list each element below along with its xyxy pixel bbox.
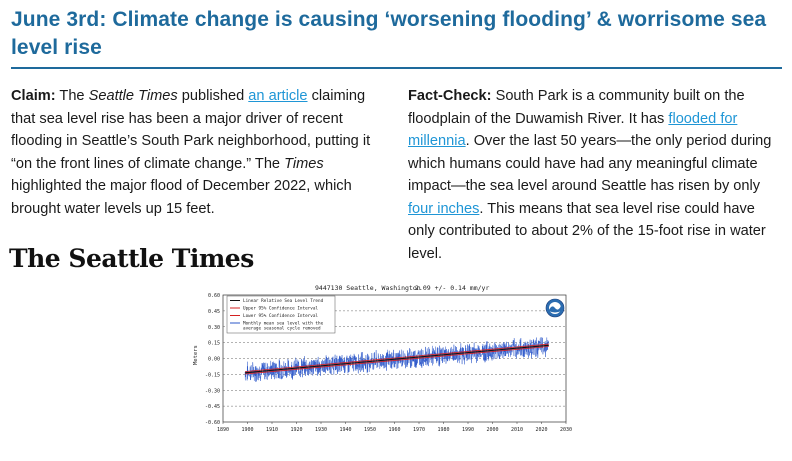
claim-text-4: highlighted the major flood of December … [11, 178, 352, 217]
x-tick-label: 1980 [437, 427, 449, 433]
monthly-mean-line [244, 337, 550, 382]
y-tick-label: -0.15 [205, 372, 220, 378]
chart-legend: Linear Relative Sea Level Trend Upper 95%… [226, 295, 336, 334]
seattle-times-logo: The Seattle Times [9, 244, 254, 273]
trend-line [245, 344, 549, 374]
y-tick-label: 0.45 [208, 309, 220, 315]
legend-upper-ci-label: Upper 95% Confidence Interval [243, 306, 318, 312]
x-tick-label: 2030 [560, 427, 572, 433]
x-tick-label: 1950 [364, 427, 376, 433]
x-tick-label: 1920 [290, 427, 302, 433]
x-tick-label: 1940 [339, 427, 351, 433]
legend-trend-label: Linear Relative Sea Level Trend [243, 298, 324, 304]
factcheck-label: Fact-Check: [408, 88, 492, 104]
title-divider [11, 67, 782, 69]
chart-y-label: Meters [193, 345, 199, 365]
legend-lower-ci-label: Lower 95% Confidence Interval [243, 313, 318, 319]
factcheck-text-3: . This means that sea level rise could h… [408, 200, 766, 262]
x-tick-label: 1930 [315, 427, 327, 433]
factcheck-text-1: South Park is a community built on the f… [408, 88, 745, 127]
x-tick-label: 1900 [241, 427, 253, 433]
legend-monthly-mean-label: average seasonal cycle removed [243, 326, 321, 332]
four-inches-link[interactable]: four inches [408, 200, 480, 217]
noaa-logo [545, 298, 565, 318]
x-tick-label: 1960 [388, 427, 400, 433]
x-tick-label: 2000 [486, 427, 498, 433]
x-tick-label: 1910 [266, 427, 278, 433]
claim-text-2: published [177, 88, 249, 104]
x-tick-label: 1970 [413, 427, 425, 433]
y-tick-label: 0.30 [208, 325, 220, 331]
x-tick-label: 2020 [535, 427, 547, 433]
y-tick-label: -0.60 [205, 420, 220, 426]
claim-paragraph: Claim: The Seattle Times published an ar… [11, 85, 381, 220]
claim-publication-short: Times [284, 155, 324, 172]
article-link[interactable]: an article [248, 88, 308, 104]
legend-monthly-mean-label: Monthly mean sea level with the [243, 321, 324, 327]
flooded-link[interactable]: flooded for millennia [408, 110, 738, 150]
claim-text-1: The [55, 88, 89, 104]
x-tick-label: 1990 [462, 427, 474, 433]
chart-title: 9447130 Seattle, Washington [315, 284, 421, 292]
x-tick-label: 1890 [217, 427, 229, 433]
y-tick-label: 0.15 [208, 341, 220, 347]
page-title: June 3rd: Climate change is causing ‘wor… [11, 8, 767, 59]
claim-label: Claim: [11, 88, 56, 104]
y-tick-label: -0.30 [205, 388, 220, 394]
y-tick-label: 0.00 [208, 357, 220, 363]
claim-text-3: claiming that sea level rise has been a … [11, 88, 371, 172]
factcheck-paragraph: Fact-Check: South Park is a community bu… [408, 85, 783, 265]
claim-publication: Seattle Times [88, 88, 178, 104]
upper-confidence-line [245, 343, 549, 372]
lower-confidence-line [245, 346, 549, 375]
x-tick-label: 2010 [511, 427, 523, 433]
y-tick-label: -0.45 [205, 404, 220, 410]
y-tick-label: 0.60 [208, 293, 220, 299]
factcheck-text-2: . Over the last 50 years—the only period… [408, 133, 772, 194]
sea-level-chart: 9447130 Seattle, Washington 2.09 +/- 0.1… [183, 283, 583, 438]
chart-subtitle: 2.09 +/- 0.14 mm/yr [415, 284, 489, 292]
